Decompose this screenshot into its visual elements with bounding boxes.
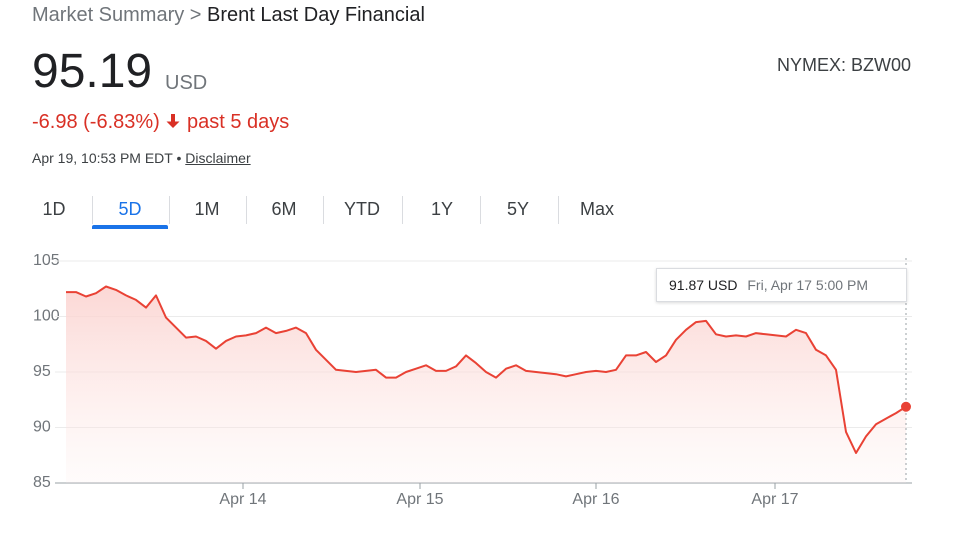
disclaimer-link[interactable]: Disclaimer xyxy=(185,150,251,166)
tab-underline xyxy=(92,225,168,229)
tab-separator xyxy=(323,196,324,224)
range-tab[interactable]: 1Y xyxy=(430,199,454,219)
tab-separator xyxy=(92,196,93,224)
tooltip-price: 91.87 USD xyxy=(669,277,738,293)
price: 95.19 xyxy=(32,45,153,98)
range-tab[interactable]: 5D xyxy=(118,199,142,219)
tab-separator xyxy=(557,196,559,224)
y-tick-label: 85 xyxy=(33,474,51,491)
tooltip-time: Fri, Apr 17 5:00 PM xyxy=(747,277,868,293)
breadcrumb-row: Market Summary > Brent Last Day Financia… xyxy=(32,4,425,27)
range-tab[interactable]: 5Y xyxy=(506,199,530,219)
hover-point xyxy=(901,401,911,412)
exchange: NYMEX: BZW00 xyxy=(776,55,911,75)
area xyxy=(66,286,906,483)
breadcrumb: Market Summary > xyxy=(32,4,202,26)
change: -6.98 (-6.83%) xyxy=(32,111,160,133)
timestamp: Apr 19, 10:53 PM EDT • xyxy=(32,150,182,166)
period: past 5 days xyxy=(186,111,290,133)
tab-separator xyxy=(245,196,247,224)
timestamp-row: Apr 19, 10:53 PM EDT • Disclaimer xyxy=(32,150,251,166)
currency: USD xyxy=(165,72,208,94)
range-tab[interactable]: 1M xyxy=(194,199,220,219)
y-tick-label: 95 xyxy=(33,363,51,380)
x-tick-label: Apr 14 xyxy=(219,491,266,508)
x-tick-label: Apr 15 xyxy=(396,491,443,508)
tooltip: 91.87 USD Fri, Apr 17 5:00 PM xyxy=(656,268,907,302)
y-tick-label: 105 xyxy=(33,252,60,269)
x-tick-label: Apr 16 xyxy=(572,491,619,508)
y-tick-label: 100 xyxy=(33,308,60,325)
down-arrow xyxy=(166,114,180,128)
chart: 85 90 95 100 105 Apr 14 Apr 15 Apr 16 Apr 17 xyxy=(33,252,912,508)
range-tab[interactable]: 1D xyxy=(42,199,66,219)
instrument-name: Brent Last Day Financial xyxy=(207,4,425,26)
change-row: -6.98 (-6.83%) past 5 days xyxy=(32,111,289,134)
price-line xyxy=(66,285,907,454)
tab-separator xyxy=(402,196,403,224)
y-tick-label: 90 xyxy=(33,419,51,436)
x-tick-label: Apr 17 xyxy=(751,491,798,508)
tab-separator xyxy=(480,196,481,224)
range-tab[interactable]: Max xyxy=(579,199,615,219)
tab-separator xyxy=(168,196,170,224)
range-tab[interactable]: YTD xyxy=(344,199,380,219)
range-tab[interactable]: 6M xyxy=(271,199,297,219)
